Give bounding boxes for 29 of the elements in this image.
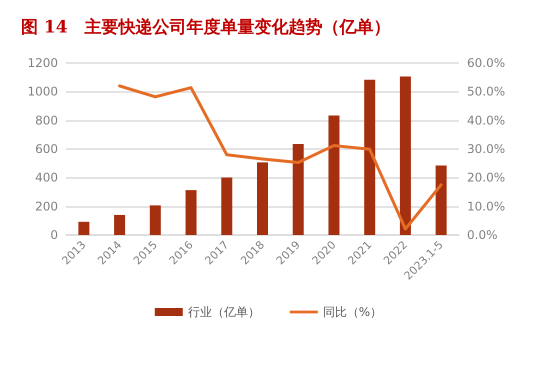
y-tick-label: 0 xyxy=(50,228,58,242)
bar xyxy=(186,190,197,235)
y2-tick-label: 40.0% xyxy=(467,113,506,128)
legend-label: 同比（%） xyxy=(322,305,382,319)
y-tick-label: 1000 xyxy=(27,84,58,99)
y2-tick-label: 20.0% xyxy=(467,170,506,185)
bar xyxy=(364,80,376,235)
y-tick-label: 1200 xyxy=(27,56,58,70)
y2-tick-label: 10.0% xyxy=(467,199,506,214)
bar xyxy=(292,144,304,235)
line-series xyxy=(118,84,443,230)
y2-tick-label: 50.0% xyxy=(467,84,506,99)
bar xyxy=(114,214,126,235)
bar xyxy=(221,178,232,235)
y2-tick-label: 30.0% xyxy=(467,142,506,156)
bar xyxy=(328,115,340,235)
y-tick-label: 600 xyxy=(35,142,58,156)
bar xyxy=(436,165,447,235)
chart-title: 图 14 主要快递公司年度单量变化趋势（亿单） xyxy=(21,18,391,38)
y2-tick-label: 60.0% xyxy=(467,56,506,70)
bar xyxy=(150,205,161,235)
bar xyxy=(78,222,90,235)
y-tick-label: 800 xyxy=(35,113,58,128)
legend-label: 行业（亿单） xyxy=(188,305,260,319)
y2-tick-label: 0.0% xyxy=(467,228,498,242)
y-tick-label: 400 xyxy=(35,170,58,185)
bar xyxy=(257,162,268,235)
bar xyxy=(400,76,411,235)
y-tick-label: 200 xyxy=(35,199,58,214)
